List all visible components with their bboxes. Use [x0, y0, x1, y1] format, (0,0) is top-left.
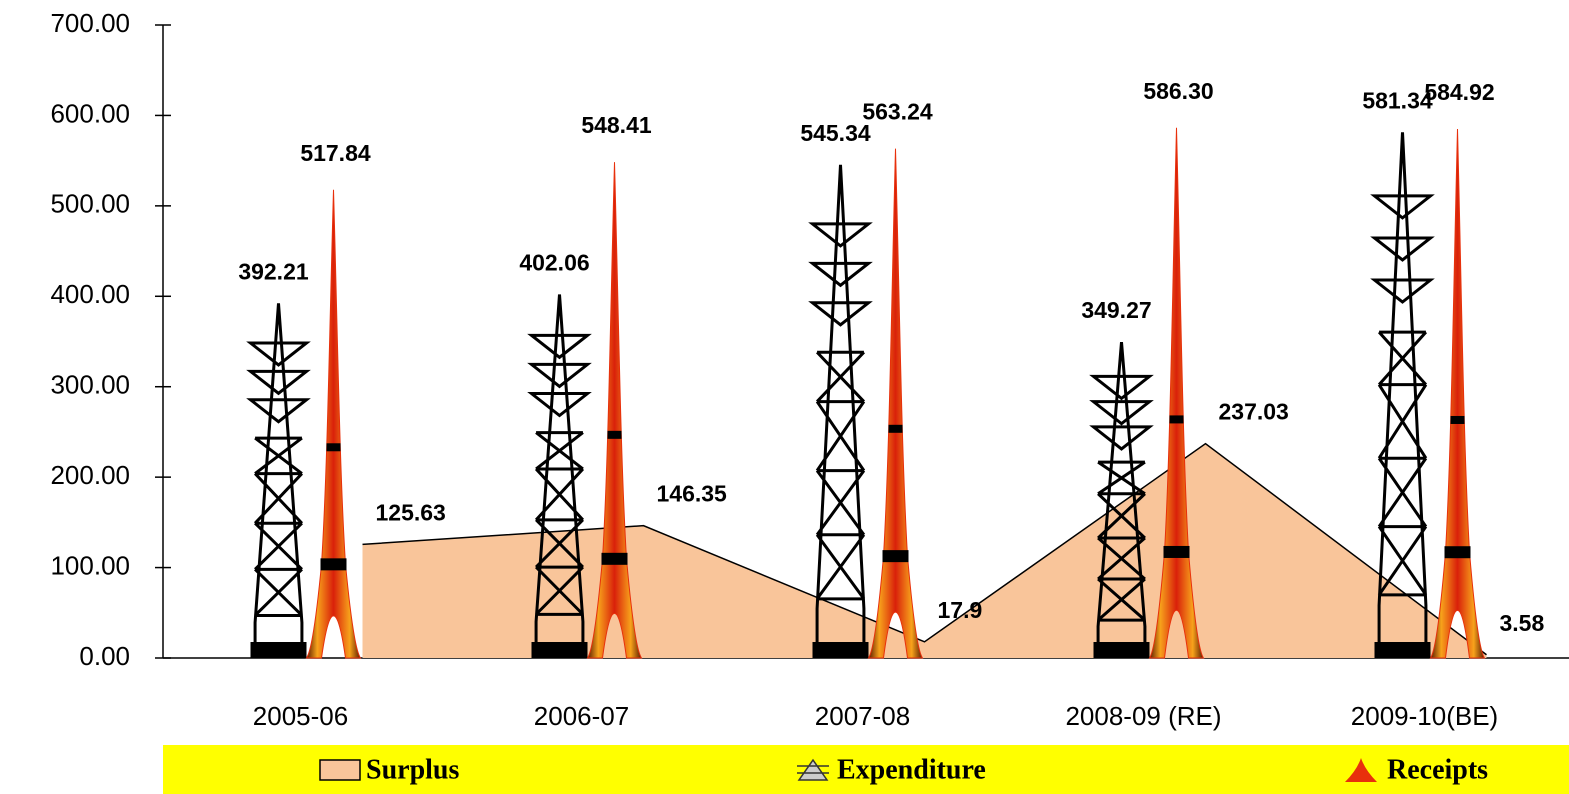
legend-label: Receipts [1387, 754, 1488, 785]
flame-band [1450, 415, 1465, 424]
flame-band [1169, 415, 1184, 424]
tower-frame [1370, 132, 1435, 658]
y-tick-label: 0.00 [79, 641, 130, 671]
value-label: 548.41 [581, 112, 652, 138]
flame-body [1148, 127, 1205, 659]
value-label: 146.35 [657, 481, 728, 507]
expenditure-tower [808, 164, 873, 658]
flame-band [882, 550, 909, 563]
y-tick-label: 500.00 [50, 189, 130, 219]
surplus-area [362, 443, 1487, 658]
value-label: 392.21 [238, 258, 309, 284]
legend-box [163, 745, 1569, 794]
value-label: 584.92 [1424, 79, 1494, 105]
flame-band [1444, 546, 1471, 559]
flame-band [1163, 545, 1190, 558]
tower-base [1374, 642, 1431, 658]
value-label: 586.30 [1143, 78, 1213, 104]
value-label: 563.24 [862, 99, 933, 125]
expenditure-tower [527, 294, 592, 658]
expenditure-tower [1370, 132, 1435, 658]
x-tick-label: 2005-06 [253, 701, 348, 731]
flame-body [305, 189, 362, 659]
flame-band [601, 552, 628, 565]
tower-frame [246, 303, 311, 658]
expenditure-tower [1089, 342, 1154, 658]
flame-band [320, 558, 347, 571]
tower-base [531, 642, 588, 658]
value-label: 402.06 [519, 250, 589, 276]
value-label: 581.34 [1362, 87, 1433, 113]
tower-base [812, 642, 869, 658]
flame-body [586, 162, 643, 659]
tower-frame [1089, 342, 1154, 658]
y-tick-label: 600.00 [50, 98, 130, 128]
y-tick-label: 300.00 [50, 370, 130, 400]
value-label: 545.34 [800, 120, 871, 146]
value-label: 517.84 [300, 140, 371, 166]
value-label: 17.9 [938, 597, 983, 623]
receipts-tower [1429, 129, 1486, 659]
flame-body [867, 148, 924, 659]
flame-body [1429, 129, 1486, 659]
legend-label: Surplus [366, 754, 459, 785]
receipts-tower [867, 148, 924, 659]
y-tick-label: 400.00 [50, 279, 130, 309]
x-tick-label: 2009-10(BE) [1351, 701, 1498, 731]
y-tick-label: 100.00 [50, 550, 130, 580]
y-tick-label: 700.00 [50, 8, 130, 38]
tower-frame [527, 294, 592, 658]
x-tick-label: 2007-08 [815, 701, 910, 731]
value-label: 3.58 [1500, 610, 1545, 636]
receipts-tower [1148, 127, 1205, 659]
value-label: 125.63 [376, 499, 446, 525]
legend-swatch [319, 759, 361, 781]
expenditure-tower [246, 303, 311, 658]
flame-band [888, 424, 903, 433]
receipts-tower [305, 189, 362, 659]
flame-band [326, 443, 341, 452]
value-label: 237.03 [1219, 399, 1289, 425]
y-tick-label: 200.00 [50, 460, 130, 490]
value-label: 349.27 [1081, 297, 1151, 323]
legend-swatch [797, 758, 829, 781]
legend-label: Expenditure [837, 754, 986, 785]
tower-base [250, 642, 307, 658]
tower-base [1093, 642, 1150, 658]
legend-swatch [1345, 758, 1377, 782]
x-tick-label: 2006-07 [534, 701, 629, 731]
flame-band [607, 430, 622, 439]
x-tick-label: 2008-09 (RE) [1065, 701, 1221, 731]
receipts-tower [586, 162, 643, 659]
tower-frame [808, 164, 873, 658]
